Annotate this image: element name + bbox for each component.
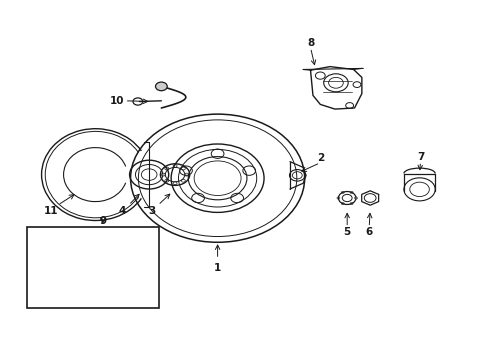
Text: 10: 10: [110, 96, 124, 106]
Text: 6: 6: [365, 227, 372, 237]
Text: 1: 1: [214, 263, 221, 273]
Text: 4: 4: [118, 206, 126, 216]
Text: 5: 5: [343, 227, 350, 237]
Text: 2: 2: [316, 153, 323, 163]
Text: 7: 7: [416, 152, 424, 162]
Text: 11: 11: [44, 206, 59, 216]
Circle shape: [155, 82, 167, 91]
Text: 3: 3: [148, 206, 155, 216]
Text: 9: 9: [99, 216, 106, 226]
Text: 8: 8: [306, 38, 313, 48]
Bar: [27, 227, 159, 308]
